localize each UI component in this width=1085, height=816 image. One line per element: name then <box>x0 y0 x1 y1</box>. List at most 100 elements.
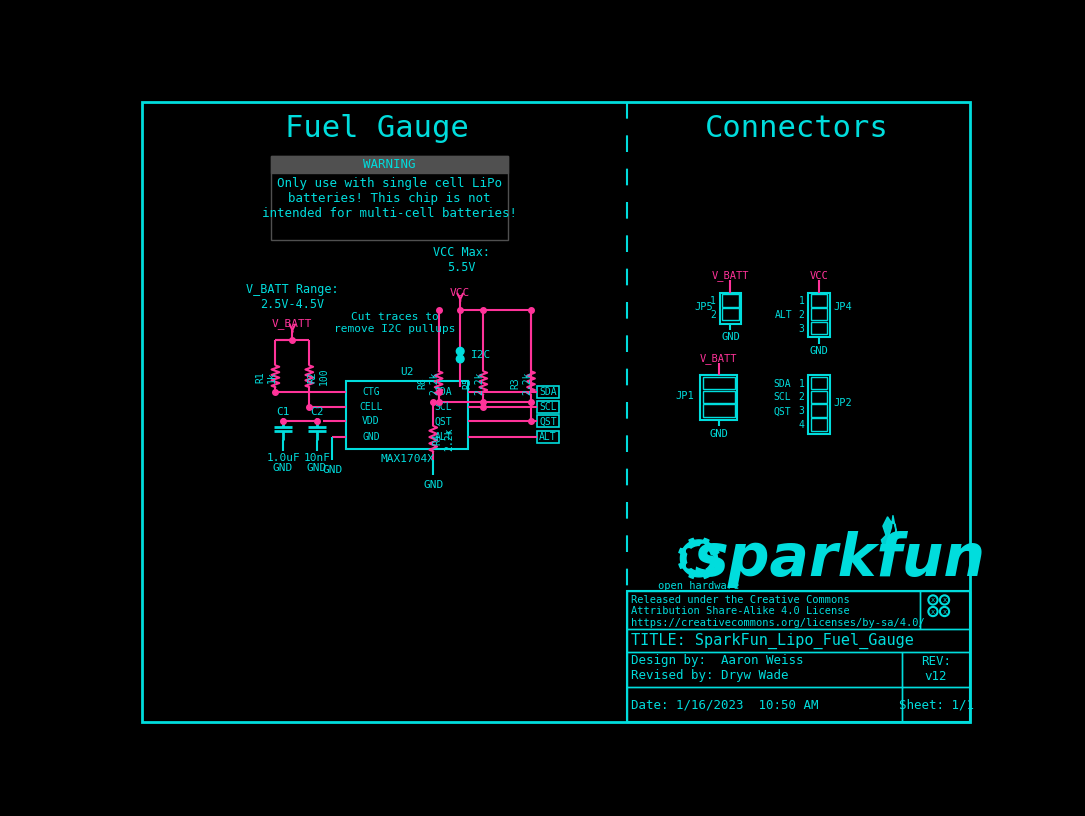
Text: GND: GND <box>273 463 293 472</box>
Bar <box>537 415 559 428</box>
Bar <box>903 687 970 722</box>
Bar <box>810 405 828 417</box>
Text: JP1: JP1 <box>676 391 694 401</box>
Text: R6
2.2k: R6 2.2k <box>418 371 439 395</box>
Polygon shape <box>679 539 719 579</box>
Polygon shape <box>881 515 897 551</box>
Text: CELL: CELL <box>359 401 383 412</box>
Bar <box>537 401 559 413</box>
Text: 1: 1 <box>710 296 716 306</box>
Text: GND: GND <box>322 465 343 475</box>
Text: 2: 2 <box>799 310 804 320</box>
Text: MAX1704X: MAX1704X <box>380 454 434 464</box>
Bar <box>722 295 739 307</box>
Text: x: x <box>943 609 946 614</box>
Text: GND: GND <box>722 332 740 343</box>
Text: R5
2.2k: R5 2.2k <box>462 371 484 395</box>
Text: QST: QST <box>434 416 452 426</box>
Text: JP5: JP5 <box>694 302 714 312</box>
Text: GND: GND <box>710 428 728 439</box>
Bar <box>271 157 508 173</box>
Circle shape <box>687 563 691 568</box>
Text: Fuel Gauge: Fuel Gauge <box>285 114 469 144</box>
Text: x: x <box>931 597 935 603</box>
Bar <box>703 405 736 417</box>
Text: open hardware: open hardware <box>659 581 740 591</box>
Text: Design by:  Aaron Weiss
Revised by: Dryw Wade: Design by: Aaron Weiss Revised by: Dryw … <box>631 654 804 682</box>
Bar <box>810 295 828 307</box>
Circle shape <box>709 556 714 561</box>
Bar <box>920 591 970 629</box>
Text: SDA: SDA <box>774 379 791 388</box>
Text: VCC: VCC <box>809 271 828 281</box>
Text: 3: 3 <box>799 406 804 416</box>
Text: VCC: VCC <box>450 288 470 298</box>
Text: I2C: I2C <box>471 350 492 360</box>
Bar <box>346 381 468 449</box>
Text: V_BATT: V_BATT <box>700 353 738 364</box>
Bar <box>537 386 559 398</box>
Text: Sheet: 1/1: Sheet: 1/1 <box>898 698 973 712</box>
Bar <box>537 431 559 443</box>
Text: JP4: JP4 <box>833 302 853 312</box>
Circle shape <box>457 348 464 355</box>
Text: QST: QST <box>539 416 557 426</box>
Text: R2
100: R2 100 <box>308 368 330 385</box>
Circle shape <box>701 568 705 572</box>
Text: JP2: JP2 <box>833 398 853 408</box>
Text: x: x <box>931 609 935 614</box>
Text: TITLE: SparkFun_Lipo_Fuel_Gauge: TITLE: SparkFun_Lipo_Fuel_Gauge <box>631 632 914 649</box>
Text: 3: 3 <box>799 324 804 334</box>
Bar <box>703 391 736 403</box>
Text: R4
2.2k: R4 2.2k <box>433 428 454 450</box>
Bar <box>627 629 970 652</box>
Text: Cut traces to
remove I2C pullups: Cut traces to remove I2C pullups <box>334 312 456 334</box>
Text: U2: U2 <box>400 367 413 377</box>
Text: C2: C2 <box>310 407 323 417</box>
Text: WARNING: WARNING <box>363 158 416 171</box>
Text: VCC Max:
5.5V: VCC Max: 5.5V <box>433 246 490 273</box>
Text: Released under the Creative Commons
Attribution Share-Alike 4.0 License
https://: Released under the Creative Commons Attr… <box>631 595 924 628</box>
Bar <box>808 375 830 433</box>
Text: 1.0uF: 1.0uF <box>266 453 299 463</box>
Text: GND: GND <box>307 463 327 472</box>
Bar <box>627 652 903 687</box>
Text: SCL: SCL <box>434 401 452 412</box>
Circle shape <box>688 547 711 570</box>
Bar <box>719 293 741 323</box>
Text: VDD: VDD <box>362 416 380 426</box>
Text: x: x <box>943 597 946 603</box>
Text: Only use with single cell LiPo
batteries! This chip is not
intended for multi-ce: Only use with single cell LiPo batteries… <box>261 176 516 220</box>
Bar <box>810 377 828 389</box>
Bar <box>808 293 830 337</box>
Bar <box>627 687 903 722</box>
Text: V_BATT: V_BATT <box>712 270 750 282</box>
Text: GND: GND <box>809 346 828 357</box>
Bar <box>271 157 508 240</box>
Circle shape <box>687 549 691 553</box>
Text: CTG: CTG <box>362 387 380 397</box>
Text: REV:
v12: REV: v12 <box>921 655 952 683</box>
Text: 2: 2 <box>799 392 804 402</box>
Text: Date: 1/16/2023  10:50 AM: Date: 1/16/2023 10:50 AM <box>631 698 819 712</box>
Circle shape <box>701 544 705 549</box>
Text: GND: GND <box>423 481 444 490</box>
Text: sparkfun: sparkfun <box>693 531 985 588</box>
Bar <box>810 419 828 431</box>
Text: C1: C1 <box>277 407 290 417</box>
Text: SDA: SDA <box>434 387 452 397</box>
Text: ALT: ALT <box>775 310 793 320</box>
Text: SCL: SCL <box>539 401 557 412</box>
Bar <box>810 308 828 321</box>
Text: SCL: SCL <box>774 392 791 402</box>
Text: 1: 1 <box>799 296 804 306</box>
Bar <box>627 591 920 629</box>
Text: 4: 4 <box>799 420 804 430</box>
Text: V_BATT Range:
2.5V-4.5V: V_BATT Range: 2.5V-4.5V <box>246 282 339 311</box>
Text: V_BATT: V_BATT <box>272 318 312 329</box>
Bar <box>722 308 739 321</box>
Bar <box>703 377 736 389</box>
Bar <box>810 322 828 335</box>
Text: Connectors: Connectors <box>705 114 889 144</box>
Circle shape <box>457 355 464 363</box>
